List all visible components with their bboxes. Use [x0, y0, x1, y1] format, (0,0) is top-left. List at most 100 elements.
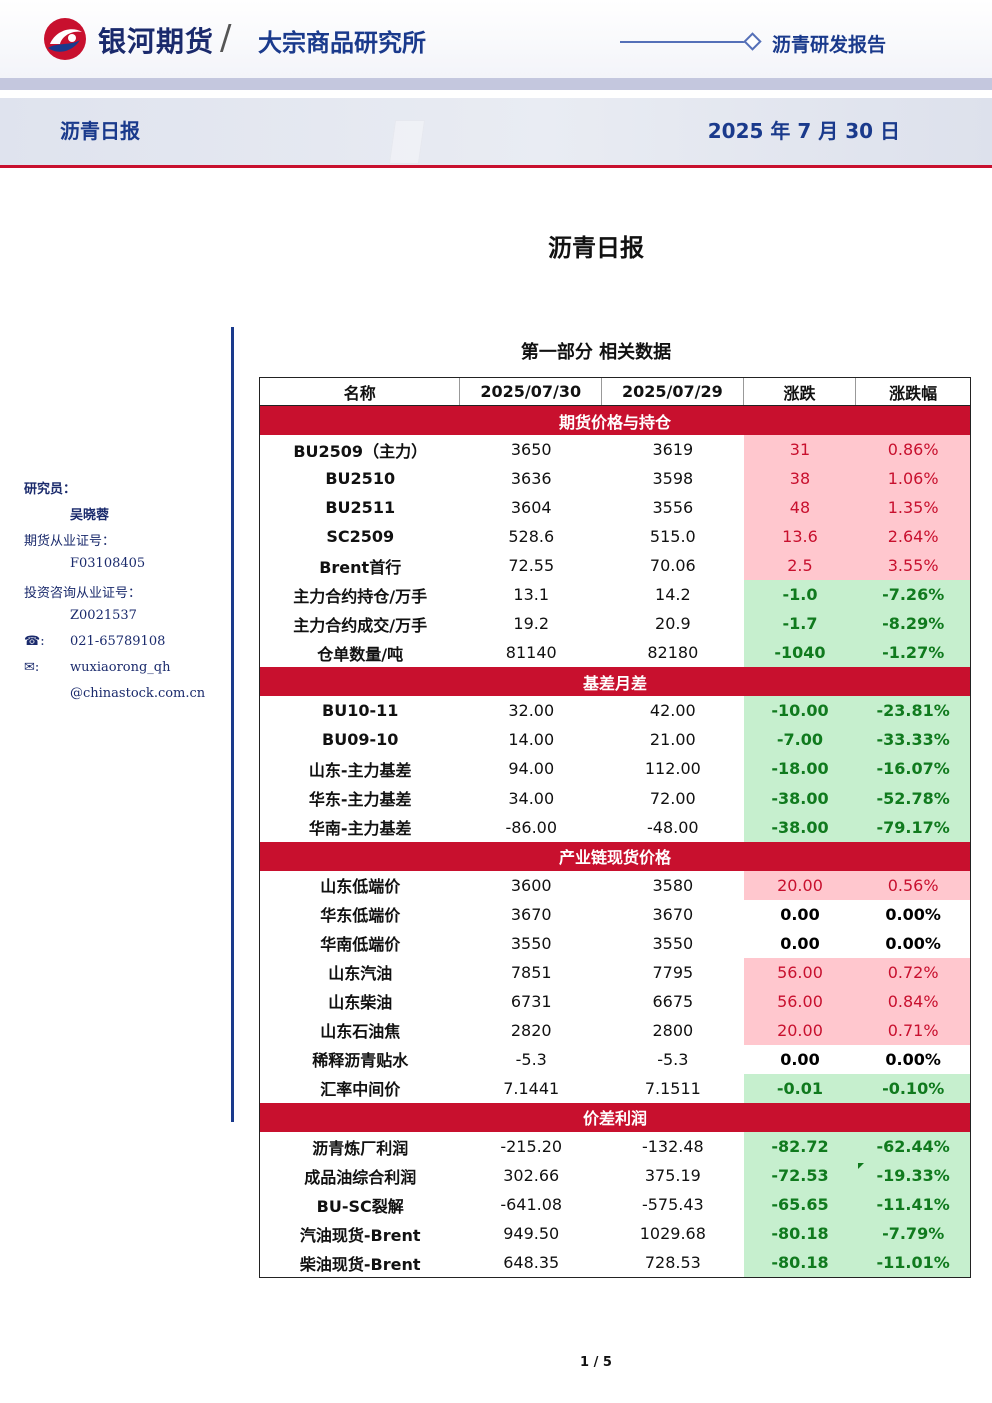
cell-value-prev: -132.48 [641, 1137, 704, 1156]
envelope-icon: ✉: [24, 660, 40, 675]
cell-change: 56.00 [743, 957, 857, 987]
cell-value-today: 3636 [510, 469, 552, 489]
cell-change-pct: 0.00% [885, 904, 941, 924]
cell-change-pct: -62.44% [856, 1131, 970, 1162]
table-row: SC2509 528.6 515.0 13.6 2.64% [260, 522, 970, 552]
cell-change: -18.00 [743, 754, 857, 784]
cell-change-pct: 0.72% [856, 957, 970, 987]
cell-value-prev: 3550 [652, 933, 694, 953]
cell-name: 主力合约持仓/万手 [293, 586, 428, 606]
cell-value-prev: 42.00 [649, 701, 696, 721]
consult-cert-label: 投资咨询从业证号： [24, 586, 142, 601]
table-header-row: 名称 2025/07/30 2025/07/29 涨跌 涨跌幅 [260, 378, 970, 406]
cell-value-prev: 21.00 [649, 730, 696, 750]
cell-change-pct: -8.29% [856, 609, 970, 639]
cell-name: 主力合约成交/万手 [293, 615, 428, 635]
cell-change-pct: 0.00% [885, 1049, 941, 1069]
cell-name: 华东-主力基差 [308, 790, 412, 810]
cell-value-prev: 72.00 [649, 788, 696, 808]
table-row: 主力合约持仓/万手 13.1 14.2 -1.0 -7.26% [260, 580, 970, 610]
cell-change-pct: -7.26% [856, 580, 970, 610]
cell-change: 0.00 [780, 904, 820, 924]
cell-value-prev: 1029.68 [639, 1224, 706, 1244]
cell-change: -82.72 [743, 1131, 857, 1162]
cell-change: -7.00 [743, 725, 857, 755]
cell-value-prev: 7.1511 [644, 1078, 701, 1098]
cell-value-today: 302.66 [503, 1166, 560, 1186]
table-row: 山东汽油 7851 7795 56.00 0.72% [260, 957, 970, 987]
cell-name: 山东低端价 [320, 877, 401, 897]
cell-change: 13.6 [743, 522, 857, 552]
table-row: 稀释沥青贴水 -5.3 -5.3 0.00 0.00% [260, 1045, 970, 1074]
cell-value-prev: 3670 [652, 904, 694, 924]
cell-value-prev: 7795 [652, 962, 694, 982]
cell-change-pct: -1.27% [856, 638, 970, 668]
header-change-pct: 涨跌幅 [889, 383, 938, 403]
cell-change: -0.01 [743, 1073, 857, 1103]
cell-value-today: 14.00 [508, 730, 555, 750]
cell-value-prev: 3556 [652, 498, 694, 518]
section-band: 产业链现货价格 [260, 841, 970, 871]
cell-value-today: 528.6 [508, 527, 555, 547]
cell-value-today: -641.08 [500, 1195, 563, 1215]
header-strip [0, 78, 992, 90]
sidebar-divider [231, 327, 234, 1122]
researcher-name: 吴晓蓉 [70, 508, 110, 523]
section-band: 期货价格与持仓 [260, 406, 970, 435]
table-row: 沥青炼厂利润 -215.20 -132.48 -82.72 -62.44% [260, 1131, 970, 1162]
table-row: 华东低端价 3670 3670 0.00 0.00% [260, 900, 970, 929]
data-table: 名称 2025/07/30 2025/07/29 涨跌 涨跌幅 期货价格与持仓 B… [259, 377, 971, 1279]
cell-change: -80.18 [743, 1248, 857, 1278]
cell-change: 31 [743, 435, 857, 465]
cell-value-today: -86.00 [505, 817, 558, 837]
header-name: 名称 [260, 378, 461, 405]
red-underline [0, 165, 992, 168]
cell-change-pct: -19.33% [856, 1161, 970, 1191]
cell-change-pct: 0.71% [856, 1015, 970, 1045]
section-band: 价差利润 [260, 1102, 970, 1132]
table-row: 华南低端价 3550 3550 0.00 0.00% [260, 929, 970, 958]
cell-value-today: 7851 [510, 962, 552, 982]
cell-name: Brent首行 [319, 557, 402, 577]
cell-value-prev: 112.00 [644, 759, 701, 779]
cell-change-pct: -79.17% [856, 812, 970, 842]
table-row: BU2511 3604 3556 48 1.35% [260, 493, 970, 523]
cell-change: 2.5 [743, 551, 857, 581]
cell-change: -1.0 [743, 580, 857, 610]
cell-value-today: 3670 [510, 904, 552, 924]
header-date-1: 2025/07/30 [460, 378, 603, 405]
table-body: 期货价格与持仓 BU2509（主力） 3650 3619 31 0.86% BU2510 36… [260, 406, 970, 1278]
cell-change: -38.00 [743, 783, 857, 813]
futures-cert-number: F03108405 [70, 556, 146, 571]
cell-value-today: 94.00 [508, 759, 555, 779]
table-row: 汽油现货-Brent 949.50 1029.68 -80.18 -7.79% [260, 1219, 970, 1249]
cell-change-pct: 0.00% [885, 933, 941, 953]
cell-change: -10.00 [743, 696, 857, 726]
table-row: 山东-主力基差 94.00 112.00 -18.00 -16.07% [260, 754, 970, 784]
cell-change-pct: 1.06% [856, 464, 970, 494]
table-row: BU-SC裂解 -641.08 -575.43 -65.65 -11.41% [260, 1190, 970, 1220]
cell-name: 华东低端价 [320, 906, 401, 926]
cell-name: 山东汽油 [328, 964, 393, 984]
cell-value-prev: -575.43 [641, 1195, 704, 1215]
diamond-icon [743, 32, 762, 51]
cell-value-today: 3604 [510, 498, 552, 518]
table-row: 华南-主力基差 -86.00 -48.00 -38.00 -79.17% [260, 812, 970, 842]
email-line-1[interactable]: wuxiaorong_qh [70, 660, 171, 675]
table-row: 主力合约成交/万手 19.2 20.9 -1.7 -8.29% [260, 609, 970, 639]
phone-number: 021-65789108 [70, 634, 166, 649]
cell-name: 山东-主力基差 [308, 760, 412, 780]
sub-header-band: 沥青日报 2025 年 7 月 30 日 [0, 98, 992, 168]
cell-change-pct: 0.56% [856, 870, 970, 900]
cell-change-pct: 0.84% [856, 986, 970, 1016]
email-line-2[interactable]: @chinastock.com.cn [70, 686, 206, 701]
brand-name: 银河期货 [98, 25, 215, 58]
cell-change: -65.65 [743, 1190, 857, 1220]
cell-value-today: -215.20 [500, 1137, 563, 1156]
section-title: 第一部分 相关数据 [520, 342, 672, 363]
header-divider: / [220, 18, 232, 58]
cell-value-prev: 82180 [647, 643, 699, 663]
cell-value-prev: 375.19 [644, 1166, 701, 1186]
cell-change: -1040 [743, 638, 857, 668]
table-row: Brent首行 72.55 70.06 2.5 3.55% [260, 551, 970, 581]
